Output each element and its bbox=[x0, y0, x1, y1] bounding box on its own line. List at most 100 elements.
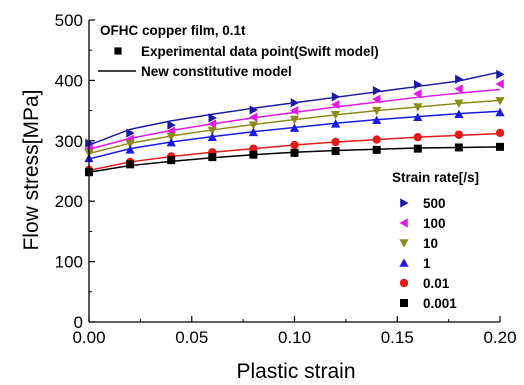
y-tick-label: 0 bbox=[74, 313, 83, 332]
series-500-point bbox=[249, 105, 259, 115]
series-10-point bbox=[289, 115, 300, 125]
y-tick-label: 400 bbox=[55, 71, 83, 90]
series-0p001-point bbox=[249, 150, 258, 159]
series-10 bbox=[84, 97, 505, 158]
series-0p001-point bbox=[454, 143, 463, 152]
series-1-point bbox=[372, 115, 382, 125]
legend-item-500-label: 500 bbox=[423, 196, 446, 211]
annotations: OFHC copper film, 0.1t Experimental data… bbox=[98, 23, 379, 79]
series-0p01-point bbox=[413, 132, 422, 142]
legend-item-100-marker bbox=[399, 218, 408, 228]
x-tick-label: 0.05 bbox=[175, 328, 208, 347]
series-0p001-point bbox=[496, 142, 504, 151]
legend-item-10: 10 bbox=[399, 236, 438, 251]
series-10-point bbox=[207, 126, 217, 136]
legend-item-100-label: 100 bbox=[423, 216, 446, 231]
series-100-point bbox=[289, 105, 299, 116]
legend-item-1-label: 1 bbox=[423, 256, 431, 271]
series-1 bbox=[84, 107, 505, 163]
series-10-point bbox=[413, 103, 423, 112]
series-100-point bbox=[454, 84, 463, 94]
series-10-point bbox=[372, 106, 382, 116]
series-500-point bbox=[208, 113, 217, 123]
legend: Strain rate[/s] 500 100 10 1 0.01 0.001 bbox=[392, 170, 479, 311]
legend-item-500-marker bbox=[400, 198, 409, 208]
series-1-point bbox=[207, 132, 217, 141]
series-0p001-point bbox=[413, 144, 422, 153]
y-axis-label: Flow stress[MPa] bbox=[20, 89, 43, 250]
series-100-point bbox=[207, 119, 217, 129]
chart-note: OFHC copper film, 0.1t bbox=[100, 23, 246, 38]
series-0p01-point bbox=[331, 137, 340, 147]
series-1-point bbox=[125, 145, 135, 154]
series-10-point bbox=[330, 111, 341, 120]
series-0p001-point bbox=[372, 145, 381, 154]
x-tick-label: 0.10 bbox=[278, 328, 311, 347]
legend-item-500: 500 bbox=[400, 196, 446, 211]
key-label: New constitutive model bbox=[141, 64, 292, 79]
series-500-point bbox=[414, 80, 423, 90]
series-0p01-point bbox=[372, 135, 381, 144]
series-1-point bbox=[495, 107, 505, 117]
series-500 bbox=[85, 69, 505, 148]
series-10-point bbox=[166, 132, 176, 142]
series-0p001-point bbox=[208, 153, 217, 162]
series-1-point bbox=[330, 119, 341, 128]
x-tick-label: 0.15 bbox=[381, 328, 414, 347]
series-1-point bbox=[248, 127, 259, 137]
series-500-point bbox=[496, 69, 505, 79]
key-square-marker bbox=[114, 47, 122, 55]
series-0p01-point bbox=[290, 140, 299, 150]
series-10-point bbox=[125, 140, 135, 149]
series-500-point bbox=[290, 98, 300, 108]
y-tick-label: 100 bbox=[55, 253, 83, 272]
series-100-point bbox=[330, 99, 340, 110]
legend-item-0p001: 0.001 bbox=[400, 296, 457, 311]
series-0p001-point bbox=[290, 148, 299, 157]
series-500-point bbox=[372, 86, 382, 96]
plot-area bbox=[84, 69, 505, 177]
series-10-point bbox=[495, 97, 505, 106]
series-100-point bbox=[413, 89, 422, 99]
legend-item-0p01: 0.01 bbox=[399, 276, 450, 291]
key: Experimental data point(Swift model) New … bbox=[98, 44, 379, 79]
series-500-point bbox=[126, 128, 135, 138]
legend-item-10-marker bbox=[399, 239, 409, 248]
series-0p01-point bbox=[454, 130, 464, 139]
legend-item-10-label: 10 bbox=[423, 236, 438, 251]
ticks: 0.00 0.05 0.10 0.15 0.20 0 100 200 300 400 500 bbox=[55, 11, 517, 347]
series-100-point bbox=[372, 94, 381, 104]
key-label: Experimental data point(Swift model) bbox=[141, 44, 379, 59]
series-10-point bbox=[248, 121, 259, 130]
legend-item-0p01-marker bbox=[399, 278, 409, 288]
series-0p001 bbox=[85, 142, 504, 177]
x-axis-label: Plastic strain bbox=[236, 360, 355, 383]
y-tick-label: 200 bbox=[55, 192, 83, 211]
series-500-point bbox=[455, 74, 464, 84]
series-0p001-point bbox=[167, 156, 176, 165]
legend-item-100: 100 bbox=[399, 216, 446, 231]
legend-item-1-marker bbox=[399, 258, 409, 267]
x-tick-label: 0.00 bbox=[72, 328, 105, 347]
legend-item-0p001-marker bbox=[400, 299, 408, 307]
series-500-point bbox=[331, 92, 341, 102]
series-100-point bbox=[248, 112, 258, 122]
legend-title: Strain rate[/s] bbox=[392, 170, 479, 185]
legend-item-1: 1 bbox=[399, 256, 431, 271]
series-1-point bbox=[413, 112, 423, 122]
series-100-point bbox=[495, 79, 504, 89]
y-tick-label: 300 bbox=[55, 132, 83, 151]
series-500-point bbox=[167, 120, 176, 130]
series-10-point bbox=[454, 99, 464, 108]
series-1-point bbox=[166, 137, 176, 147]
series-0p01-point bbox=[495, 128, 505, 138]
series-1-point bbox=[454, 109, 464, 119]
series-0p001-point bbox=[126, 160, 135, 169]
legend-item-0p001-label: 0.001 bbox=[423, 296, 457, 311]
y-tick-label: 500 bbox=[55, 11, 83, 30]
series-0p001-point bbox=[331, 147, 340, 156]
x-tick-label: 0.20 bbox=[483, 328, 516, 347]
legend-item-0p01-label: 0.01 bbox=[423, 276, 450, 291]
series-1-point bbox=[289, 123, 300, 132]
